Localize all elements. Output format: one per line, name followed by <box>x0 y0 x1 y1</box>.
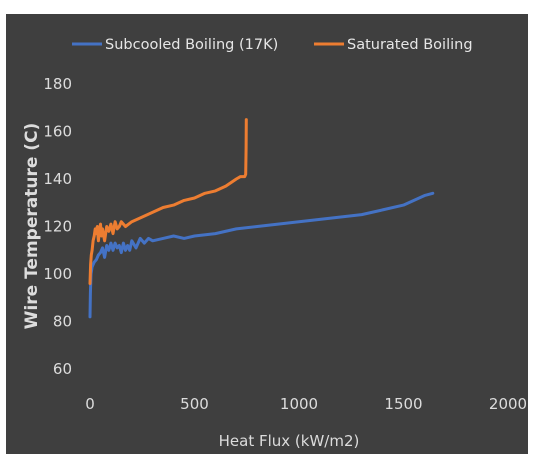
y-tick-label: 80 <box>53 313 72 331</box>
legend-label-subcooled: Subcooled Boiling (17K) <box>105 37 278 53</box>
x-tick-label: 0 <box>85 395 95 413</box>
chart-frame: Subcooled Boiling (17K) Saturated Boilin… <box>6 14 528 454</box>
legend-label-saturated: Saturated Boiling <box>347 37 473 53</box>
x-tick-label: 1500 <box>384 395 422 413</box>
x-axis-title: Heat Flux (kW/m2) <box>219 432 360 450</box>
y-tick-label: 140 <box>43 170 72 188</box>
line-chart: Subcooled Boiling (17K) Saturated Boilin… <box>22 37 527 450</box>
y-tick-label: 180 <box>43 75 72 93</box>
series-layer <box>88 118 435 319</box>
series-line-subcooled <box>88 191 435 319</box>
x-tick-label: 2000 <box>489 395 527 413</box>
x-tick-label: 1000 <box>280 395 318 413</box>
legend: Subcooled Boiling (17K) Saturated Boilin… <box>72 37 473 53</box>
x-axis-ticks: 0 500 1000 1500 2000 <box>85 395 527 413</box>
series-line-saturated <box>88 118 248 285</box>
x-tick-label: 500 <box>180 395 209 413</box>
y-tick-label: 160 <box>43 123 72 141</box>
y-axis-title: Wire Temperature (C) <box>22 123 42 330</box>
y-tick-label: 100 <box>43 265 72 283</box>
y-axis-ticks: 60 80 100 120 140 160 180 <box>43 75 72 378</box>
y-tick-label: 60 <box>53 360 72 378</box>
y-tick-label: 120 <box>43 218 72 236</box>
